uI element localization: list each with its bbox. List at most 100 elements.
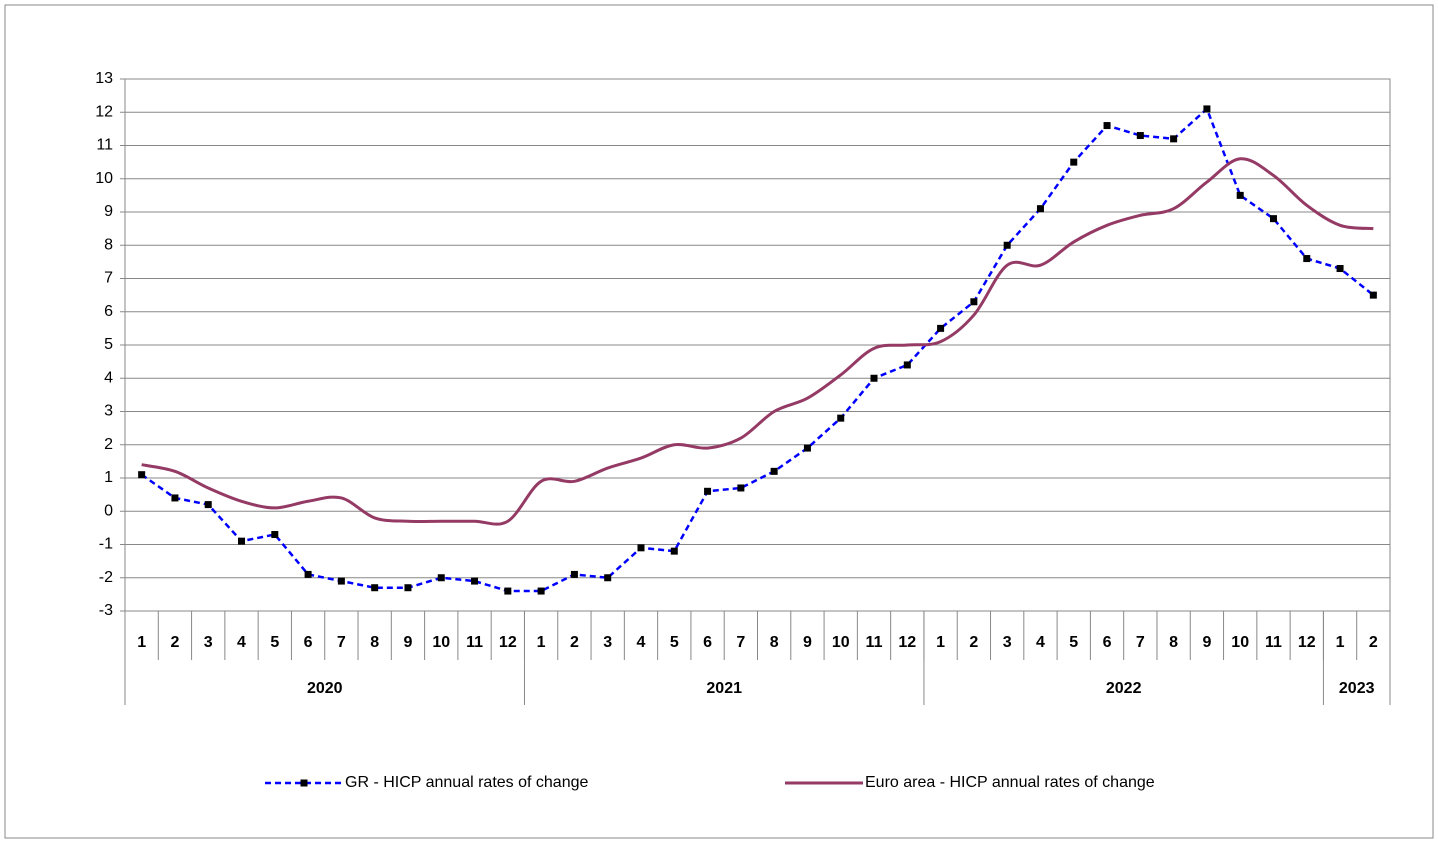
data-point (704, 487, 712, 495)
x-tick-label: 8 (370, 634, 379, 651)
x-tick-label: 2 (170, 634, 179, 651)
y-tick-label: 9 (104, 203, 113, 220)
x-tick-label: 3 (1003, 634, 1012, 651)
data-point (570, 570, 578, 578)
x-tick-label: 1 (1336, 634, 1345, 651)
x-tick-label: 4 (237, 634, 246, 651)
y-tick-label: -2 (99, 569, 113, 586)
x-tick-label: 2 (969, 634, 978, 651)
data-point (870, 374, 878, 382)
x-tick-label: 12 (898, 634, 916, 651)
series-line (141, 157, 1374, 526)
x-tick-label: 3 (204, 634, 213, 651)
x-tick-label: 10 (832, 634, 850, 651)
y-tick-label: 4 (104, 369, 113, 386)
x-tick-label: 7 (736, 634, 745, 651)
data-point (371, 584, 379, 592)
data-point (404, 584, 412, 592)
legend-label: GR - HICP annual rates of change (345, 774, 588, 791)
x-tick-label: 8 (770, 634, 779, 651)
x-tick-label: 12 (499, 634, 517, 651)
data-point (437, 574, 445, 582)
x-tick-label: 3 (603, 634, 612, 651)
y-tick-label: 13 (95, 70, 113, 87)
data-point (204, 501, 212, 509)
x-tick-label: 2 (570, 634, 579, 651)
x-tick-label: 8 (1169, 634, 1178, 651)
x-tick-label: 10 (432, 634, 450, 651)
x-group-label: 2020 (307, 680, 343, 697)
data-point (837, 414, 845, 422)
data-point (337, 577, 345, 585)
data-point (238, 537, 246, 545)
data-point (1269, 215, 1277, 223)
y-tick-label: 2 (104, 436, 113, 453)
x-tick-label: 1 (537, 634, 546, 651)
y-tick-label: 12 (95, 103, 113, 120)
data-point (138, 471, 146, 479)
data-point (670, 547, 678, 555)
x-tick-label: 5 (670, 634, 679, 651)
x-tick-label: 6 (1103, 634, 1112, 651)
x-tick-label: 11 (1265, 634, 1282, 651)
y-tick-label: -1 (99, 536, 113, 553)
data-point (471, 577, 479, 585)
x-tick-label: 1 (936, 634, 945, 651)
x-tick-label: 9 (803, 634, 812, 651)
x-tick-label: 7 (1136, 634, 1145, 651)
x-tick-label: 6 (703, 634, 712, 651)
x-tick-label: 10 (1231, 634, 1249, 651)
data-point (737, 484, 745, 492)
y-tick-label: 8 (104, 236, 113, 253)
data-point (171, 494, 179, 502)
x-tick-label: 11 (866, 634, 883, 651)
data-point (970, 298, 978, 306)
x-tick-label: 2 (1369, 634, 1378, 651)
x-tick-label: 6 (304, 634, 313, 651)
data-point (1170, 135, 1178, 143)
y-tick-label: 7 (104, 270, 113, 287)
x-tick-label: 12 (1298, 634, 1316, 651)
y-tick-label: 1 (104, 469, 113, 486)
x-tick-label: 9 (1202, 634, 1211, 651)
x-tick-label: 11 (466, 634, 483, 651)
series-line (140, 106, 1375, 593)
y-tick-label: 6 (104, 303, 113, 320)
data-point (271, 531, 279, 539)
y-tick-label: 0 (104, 502, 113, 519)
data-point (504, 587, 512, 595)
data-point (537, 587, 545, 595)
data-point (1070, 158, 1078, 166)
x-tick-label: 5 (270, 634, 279, 651)
x-tick-label: 4 (1036, 634, 1045, 651)
y-tick-label: 3 (104, 403, 113, 420)
data-point (1303, 255, 1311, 263)
legend-label: Euro area - HICP annual rates of change (865, 774, 1155, 791)
x-tick-label: 5 (1069, 634, 1078, 651)
x-group-label: 2023 (1339, 680, 1375, 697)
data-point (903, 361, 911, 369)
y-tick-label: 5 (104, 336, 113, 353)
data-point (1203, 105, 1211, 113)
data-point (770, 467, 778, 475)
data-point (1336, 265, 1344, 273)
chart-frame (4, 4, 1434, 839)
data-point (1236, 191, 1244, 199)
data-point (803, 444, 811, 452)
data-point (1003, 241, 1011, 249)
legend-marker (300, 779, 308, 787)
x-tick-label: 7 (337, 634, 346, 651)
data-point (1036, 205, 1044, 213)
x-group-label: 2022 (1106, 680, 1142, 697)
data-point (637, 544, 645, 552)
y-tick-label: 10 (95, 170, 113, 187)
data-point (1136, 132, 1144, 140)
y-tick-label: 11 (96, 137, 113, 154)
x-tick-label: 4 (637, 634, 646, 651)
data-point (1369, 291, 1377, 299)
data-point (604, 574, 612, 582)
x-group-label: 2021 (706, 680, 742, 697)
y-tick-label: -3 (99, 602, 113, 619)
data-point (937, 324, 945, 332)
